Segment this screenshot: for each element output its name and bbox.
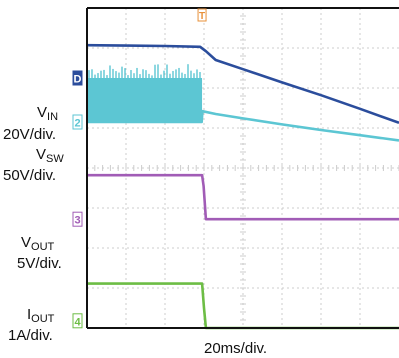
vin-label: VIN	[37, 104, 59, 123]
vin-channel-marker-text: D	[74, 74, 82, 86]
iout-channel-marker: 4	[72, 313, 83, 329]
vout-trace	[87, 173, 399, 221]
vsw-channel-marker-box	[72, 114, 83, 130]
vout-channel-marker: 3	[72, 211, 83, 227]
iout-scale-label: 1A/div.	[8, 327, 53, 344]
iout-trace	[87, 282, 399, 330]
vsw-switching-band	[87, 78, 203, 122]
vsw-trace	[87, 109, 399, 142]
vout-label: VOUT	[21, 234, 55, 253]
vin-trace	[86, 43, 399, 125]
vout-channel-marker-box	[72, 211, 83, 227]
vsw-label: VSW	[36, 146, 64, 165]
vin-scale-label: 20V/div.	[3, 126, 57, 143]
vin-channel-marker-box	[72, 70, 83, 86]
trigger-marker-box	[197, 8, 207, 22]
vsw-scale-label: 50V/div.	[3, 167, 57, 184]
channel-markers: D 2 3 4 T	[72, 8, 207, 329]
vin-channel-marker: D	[72, 70, 83, 86]
vout-scale-label: 5V/div.	[17, 255, 62, 272]
vsw-channel-marker: 2	[72, 114, 83, 130]
iout-label: IOUT	[27, 306, 55, 325]
time-scale-label: 20ms/div.	[204, 340, 268, 357]
iout-channel-marker-text: 4	[74, 316, 81, 328]
vout-channel-marker-text: 3	[74, 215, 80, 227]
grid	[86, 7, 399, 329]
vsw-channel-marker-text: 2	[74, 118, 80, 130]
trigger-marker-text: T	[199, 11, 205, 22]
plot-frame	[86, 7, 399, 329]
iout-channel-marker-box	[72, 313, 83, 329]
trigger-marker: T	[197, 8, 207, 22]
